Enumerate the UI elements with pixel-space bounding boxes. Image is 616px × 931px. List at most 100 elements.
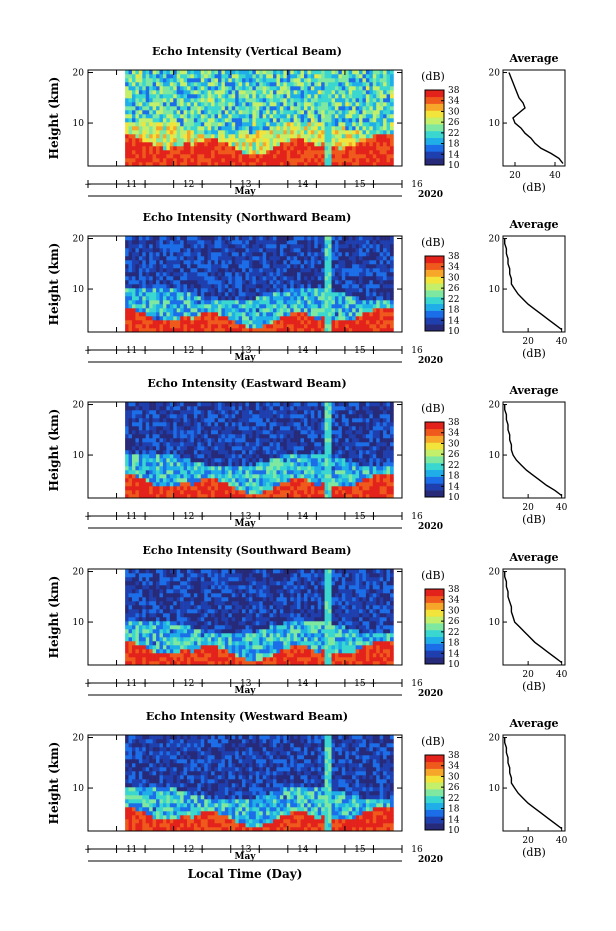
heatmap-cell xyxy=(204,94,208,99)
heatmap-cell xyxy=(297,244,301,249)
heatmap-cell xyxy=(348,142,353,147)
heatmap-cell xyxy=(376,296,380,301)
heatmap-cell xyxy=(169,162,174,167)
heatmap-cell xyxy=(125,142,129,147)
heatmap-cell xyxy=(138,252,143,257)
heatmap-cell xyxy=(386,320,391,325)
heatmap-cell xyxy=(187,150,191,155)
heatmap-cell xyxy=(193,114,198,119)
heatmap-cell xyxy=(162,426,167,431)
heatmap-cell xyxy=(217,142,222,147)
heatmap-cell xyxy=(149,402,153,407)
heatmap-cell xyxy=(166,320,171,325)
heatmap-cell xyxy=(328,300,332,305)
heatmap-cell xyxy=(228,300,233,305)
heatmap-cell xyxy=(159,74,164,79)
heatmap-cell xyxy=(231,150,236,155)
average-x-label: (dB) xyxy=(522,181,546,194)
heatmap-cell xyxy=(290,82,294,87)
heatmap-cell xyxy=(252,430,257,435)
heatmap-cell xyxy=(128,300,133,305)
heatmap-cell xyxy=(269,276,274,281)
heatmap-cell xyxy=(262,406,267,411)
heatmap-cell xyxy=(207,308,212,313)
heatmap-cell xyxy=(386,106,391,111)
heatmap-cell xyxy=(131,158,136,163)
heatmap-cell xyxy=(176,422,181,427)
heatmap-cell xyxy=(228,402,233,407)
heatmap-cell xyxy=(259,414,264,419)
heatmap-cell xyxy=(390,154,394,159)
heatmap-cell xyxy=(162,264,167,269)
heatmap-cell xyxy=(180,474,184,479)
heatmap-cell xyxy=(300,316,305,321)
heatmap-cell xyxy=(345,328,350,333)
heatmap-cell xyxy=(286,324,291,329)
heatmap-cell xyxy=(228,82,233,87)
heatmap-cell xyxy=(138,236,143,241)
colorbar-swatch xyxy=(425,310,444,318)
heatmap-cell xyxy=(369,122,374,127)
heatmap-cell xyxy=(142,280,147,285)
heatmap-cell xyxy=(334,118,339,123)
heatmap-cell xyxy=(245,454,250,459)
heatmap-cell xyxy=(190,74,195,79)
heatmap-cell xyxy=(376,82,380,87)
heatmap-cell xyxy=(169,86,174,91)
heatmap-cell xyxy=(279,118,284,123)
heatmap-cell xyxy=(214,134,219,139)
heatmap-cell xyxy=(128,308,133,313)
heatmap-cell xyxy=(207,114,212,119)
heatmap-cell xyxy=(156,308,160,313)
heatmap-cell xyxy=(193,466,198,471)
heatmap-cell xyxy=(125,272,129,277)
heatmap-cell xyxy=(156,110,160,115)
colorbar-tick-label: 14 xyxy=(448,150,460,160)
heatmap-cell xyxy=(321,244,325,249)
heatmap-cell xyxy=(259,158,264,163)
heatmap-cell xyxy=(255,102,260,107)
heatmap-cell xyxy=(276,98,281,103)
heatmap-cell xyxy=(355,324,360,329)
heatmap-cell xyxy=(214,272,219,277)
heatmap-cell xyxy=(228,244,233,249)
heatmap-cell xyxy=(348,248,353,253)
heatmap-cell xyxy=(190,110,195,115)
heatmap-cell xyxy=(379,256,384,261)
heatmap-cell xyxy=(214,470,219,475)
heatmap-cell xyxy=(204,260,208,265)
heatmap-cell xyxy=(149,74,153,79)
heatmap-cell xyxy=(197,248,202,253)
heatmap-cell xyxy=(286,94,291,99)
heatmap-cell xyxy=(248,422,253,427)
heatmap-cell xyxy=(297,150,301,155)
heatmap-cell xyxy=(180,320,184,325)
heatmap-cell xyxy=(348,300,353,305)
heatmap-cell xyxy=(255,308,260,313)
heatmap-cell xyxy=(269,74,274,79)
heatmap-cell xyxy=(224,450,229,455)
heatmap-cell xyxy=(245,110,250,115)
heatmap-cell xyxy=(152,402,157,407)
heatmap-cell xyxy=(372,82,377,87)
heatmap-cell xyxy=(193,82,198,87)
heatmap-cell xyxy=(321,292,325,297)
heatmap-cell xyxy=(300,78,305,83)
heatmap-cell xyxy=(273,86,277,91)
heatmap-cell xyxy=(217,126,222,131)
heatmap-cell xyxy=(145,454,150,459)
heatmap-cell xyxy=(221,158,226,163)
heatmap-cell xyxy=(352,94,356,99)
heatmap-cell xyxy=(228,454,233,459)
heatmap-cell xyxy=(169,458,174,463)
heatmap-cell xyxy=(276,494,281,499)
heatmap-cell xyxy=(228,130,233,135)
heatmap-cell xyxy=(252,110,257,115)
heatmap-cell xyxy=(317,304,322,309)
heatmap-cell xyxy=(169,490,174,495)
heatmap-cell xyxy=(328,82,332,87)
heatmap-cell xyxy=(383,328,387,333)
heatmap-cell xyxy=(176,320,181,325)
heatmap-cell xyxy=(193,102,198,107)
heatmap-cell xyxy=(176,82,181,87)
